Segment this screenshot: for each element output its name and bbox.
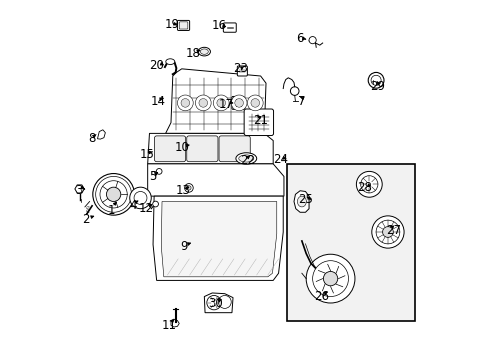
Bar — [286, 163, 414, 320]
Circle shape — [360, 176, 377, 193]
Circle shape — [250, 99, 259, 107]
Circle shape — [195, 95, 211, 111]
Circle shape — [206, 296, 221, 310]
Text: 9: 9 — [180, 240, 187, 253]
Circle shape — [323, 271, 337, 286]
Circle shape — [308, 37, 316, 44]
Text: 2: 2 — [82, 213, 90, 226]
Circle shape — [371, 216, 403, 248]
Ellipse shape — [235, 153, 256, 164]
Text: 29: 29 — [369, 80, 384, 93]
Text: 22: 22 — [240, 154, 255, 167]
Circle shape — [217, 99, 225, 107]
Circle shape — [356, 171, 382, 197]
Polygon shape — [165, 69, 265, 134]
Polygon shape — [147, 134, 273, 164]
Text: 1: 1 — [108, 204, 115, 217]
FancyBboxPatch shape — [223, 23, 236, 32]
FancyBboxPatch shape — [231, 96, 244, 109]
Circle shape — [106, 187, 121, 202]
Circle shape — [231, 95, 246, 111]
Circle shape — [184, 184, 193, 192]
Circle shape — [370, 75, 380, 85]
Circle shape — [186, 186, 191, 190]
Polygon shape — [204, 293, 233, 313]
Polygon shape — [161, 202, 276, 277]
Text: 16: 16 — [211, 19, 226, 32]
Circle shape — [134, 192, 147, 204]
Polygon shape — [153, 196, 283, 280]
Circle shape — [375, 220, 399, 244]
Circle shape — [100, 181, 127, 208]
Circle shape — [290, 87, 298, 95]
Text: 12: 12 — [138, 202, 153, 215]
Text: 27: 27 — [385, 224, 400, 237]
Circle shape — [312, 261, 348, 297]
Circle shape — [177, 95, 193, 111]
Text: 3: 3 — [75, 184, 82, 197]
Polygon shape — [171, 319, 179, 327]
Text: 21: 21 — [253, 114, 267, 127]
Text: 30: 30 — [208, 297, 223, 310]
Circle shape — [152, 201, 158, 207]
Text: 13: 13 — [176, 184, 191, 197]
Circle shape — [218, 296, 231, 309]
Text: 17: 17 — [219, 98, 234, 111]
Polygon shape — [147, 164, 284, 196]
Text: 8: 8 — [88, 132, 96, 145]
Text: 24: 24 — [272, 153, 287, 166]
Circle shape — [96, 176, 131, 212]
Polygon shape — [97, 130, 105, 139]
Text: 23: 23 — [233, 62, 248, 75]
Text: 25: 25 — [297, 193, 312, 206]
Text: 15: 15 — [139, 148, 154, 161]
Ellipse shape — [297, 196, 306, 207]
Text: 7: 7 — [298, 95, 305, 108]
Circle shape — [93, 174, 134, 215]
Circle shape — [247, 95, 263, 111]
FancyBboxPatch shape — [177, 21, 189, 31]
Text: 26: 26 — [313, 290, 328, 303]
Text: 20: 20 — [149, 59, 164, 72]
Text: 14: 14 — [151, 95, 165, 108]
Text: 5: 5 — [149, 170, 157, 183]
Text: 11: 11 — [162, 319, 176, 332]
Circle shape — [129, 187, 151, 209]
Ellipse shape — [200, 49, 208, 54]
Text: 18: 18 — [186, 47, 201, 60]
Circle shape — [382, 226, 392, 237]
Ellipse shape — [238, 155, 253, 162]
Ellipse shape — [198, 47, 210, 56]
Text: 28: 28 — [356, 181, 371, 194]
FancyBboxPatch shape — [244, 109, 273, 135]
Ellipse shape — [165, 59, 174, 64]
FancyBboxPatch shape — [154, 136, 185, 162]
Circle shape — [234, 99, 243, 107]
FancyBboxPatch shape — [179, 22, 187, 29]
Circle shape — [213, 95, 228, 111]
Text: 19: 19 — [164, 18, 179, 31]
Circle shape — [181, 99, 189, 107]
Polygon shape — [293, 191, 308, 212]
Circle shape — [199, 99, 207, 107]
Text: 6: 6 — [296, 32, 303, 45]
Text: 4: 4 — [129, 199, 137, 212]
Circle shape — [367, 72, 383, 88]
FancyBboxPatch shape — [237, 66, 247, 76]
Circle shape — [156, 168, 162, 174]
FancyBboxPatch shape — [219, 136, 250, 162]
Circle shape — [305, 254, 354, 303]
FancyBboxPatch shape — [186, 136, 218, 162]
Text: 10: 10 — [174, 141, 189, 154]
